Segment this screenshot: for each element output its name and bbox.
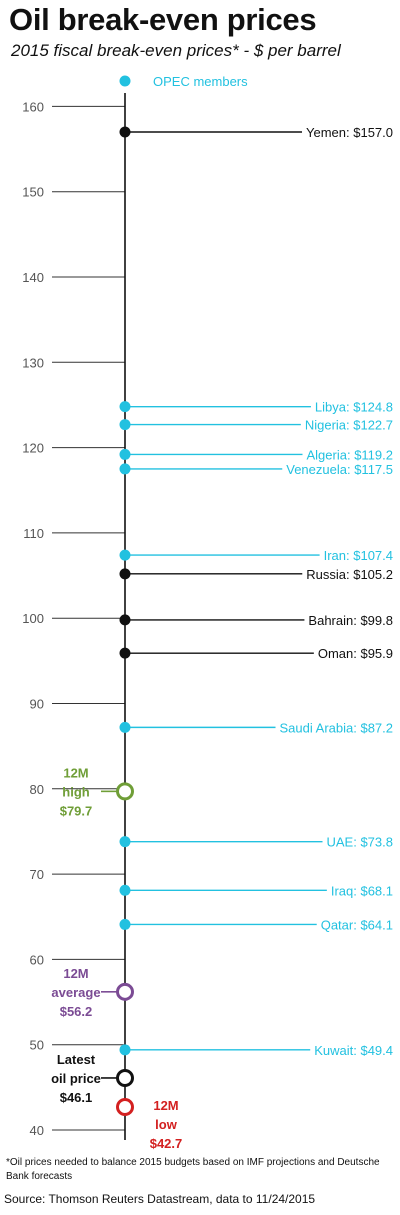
point-dot: [119, 884, 131, 896]
y-tick-label: 50: [30, 1038, 44, 1053]
source-credit: Source: Thomson Reuters Datastream, data…: [4, 1192, 316, 1206]
point-dot: [119, 1044, 131, 1056]
marker-label: $42.7: [150, 1136, 183, 1151]
marker-label: low: [155, 1117, 178, 1132]
reference-marker: 12M average $56.2: [51, 966, 134, 1019]
data-point: UAE: $73.8: [119, 835, 394, 850]
y-tick-label: 100: [22, 611, 44, 626]
marker-label: oil price: [51, 1071, 101, 1086]
point-label: Saudi Arabia: $87.2: [280, 720, 393, 735]
marker-ring: [116, 1097, 134, 1116]
point-label: Iran: $107.4: [324, 548, 393, 563]
y-tick-label: 160: [22, 99, 44, 114]
y-tick-label: 120: [22, 441, 44, 456]
point-label: Nigeria: $122.7: [305, 418, 393, 433]
marker-label: Latest: [57, 1052, 96, 1067]
data-point: Qatar: $64.1: [119, 917, 393, 932]
marker-label: $79.7: [60, 803, 93, 818]
data-point: Algeria: $119.2: [119, 447, 394, 462]
point-dot: [119, 614, 131, 626]
data-point: Libya: $124.8: [119, 400, 393, 415]
y-tick-label: 130: [22, 355, 44, 370]
point-dot: [119, 836, 131, 848]
point-label: Iraq: $68.1: [331, 883, 393, 898]
point-dot: [119, 448, 131, 460]
data-point: Saudi Arabia: $87.2: [119, 720, 393, 735]
point-label: Libya: $124.8: [315, 400, 393, 415]
chart-subtitle: 2015 fiscal break-even prices* - $ per b…: [11, 41, 341, 60]
point-dot: [119, 549, 131, 561]
chart-title: Oil break-even prices: [9, 2, 317, 37]
data-point: Kuwait: $49.4: [119, 1043, 393, 1058]
marker-label: high: [62, 784, 89, 799]
point-label: Oman: $95.9: [318, 646, 393, 661]
y-tick-label: 140: [22, 270, 44, 285]
legend-label: OPEC members: [153, 74, 248, 89]
reference-marker: 12M low $42.7: [116, 1097, 183, 1151]
data-point: Iran: $107.4: [119, 548, 393, 563]
point-dot: [119, 419, 131, 431]
point-label: Algeria: $119.2: [307, 447, 394, 462]
point-label: UAE: $73.8: [327, 835, 394, 850]
marker-label: 12M: [63, 966, 88, 981]
y-tick-label: 90: [30, 697, 44, 712]
y-tick-label: 70: [30, 867, 44, 882]
marker-ring: [116, 982, 134, 1001]
reference-marker: Latest oil price $46.1: [51, 1052, 134, 1105]
point-dot: [119, 126, 131, 138]
point-dot: [119, 463, 131, 475]
y-tick-label: 110: [23, 526, 44, 541]
data-point: Bahrain: $99.8: [119, 613, 393, 628]
point-label: Kuwait: $49.4: [314, 1043, 393, 1058]
marker-label: 12M: [63, 765, 88, 780]
data-point: Oman: $95.9: [119, 646, 393, 661]
point-dot: [119, 568, 131, 580]
y-tick-label: 150: [22, 185, 44, 200]
y-tick-label: 80: [30, 782, 44, 797]
marker-label: average: [51, 985, 100, 1000]
data-point: Venezuela: $117.5: [119, 462, 393, 477]
data-point: Nigeria: $122.7: [119, 418, 393, 433]
y-tick-label: 60: [30, 952, 44, 967]
data-point: Russia: $105.2: [119, 567, 393, 582]
point-dot: [119, 918, 131, 930]
marker-ring: [116, 782, 134, 801]
point-dot: [119, 647, 131, 659]
footnote: *Oil prices needed to balance 2015 budge…: [6, 1157, 380, 1182]
point-label: Yemen: $157.0: [306, 125, 393, 140]
reference-marker: 12M high $79.7: [60, 765, 134, 818]
point-dot: [119, 721, 131, 733]
data-point: Iraq: $68.1: [119, 883, 393, 898]
point-label: Bahrain: $99.8: [308, 613, 393, 628]
point-label: Qatar: $64.1: [321, 917, 393, 932]
marker-label: 12M: [153, 1098, 178, 1113]
marker-ring: [116, 1068, 134, 1087]
data-point: Yemen: $157.0: [119, 125, 393, 140]
point-label: Russia: $105.2: [306, 567, 393, 582]
point-dot: [119, 401, 131, 413]
point-label: Venezuela: $117.5: [286, 462, 393, 477]
legend-dot: [119, 75, 131, 87]
marker-label: $56.2: [60, 1004, 93, 1019]
marker-label: $46.1: [60, 1090, 93, 1105]
y-tick-label: 40: [30, 1123, 44, 1138]
